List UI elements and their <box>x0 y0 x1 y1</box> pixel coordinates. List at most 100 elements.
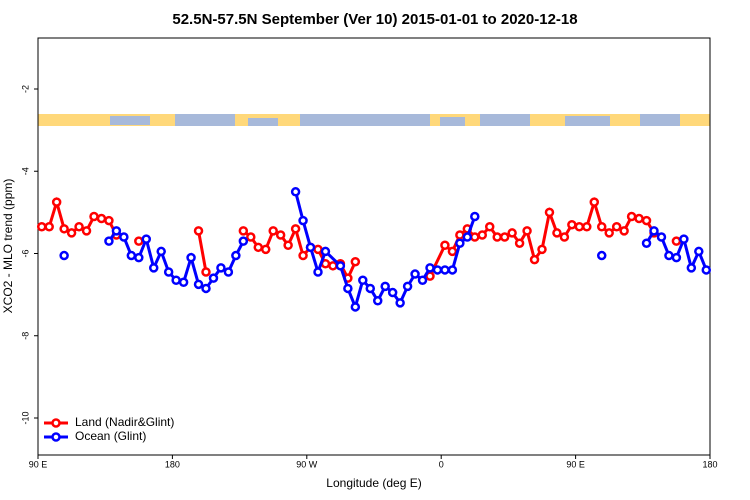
point <box>260 244 271 255</box>
point <box>596 250 607 261</box>
point <box>44 222 54 232</box>
point <box>380 281 390 292</box>
point <box>537 244 547 255</box>
point <box>178 277 189 288</box>
point <box>74 222 84 232</box>
y-tick-label: -6 <box>20 249 30 257</box>
point <box>596 222 607 232</box>
point <box>664 250 674 261</box>
point <box>417 275 428 285</box>
point <box>156 246 166 257</box>
point <box>253 242 264 253</box>
point <box>59 224 69 234</box>
point <box>201 283 211 294</box>
point <box>171 275 181 285</box>
point <box>335 261 346 271</box>
point <box>671 236 682 246</box>
point <box>484 222 495 232</box>
point <box>447 246 458 257</box>
point <box>559 232 570 242</box>
x-tick-label: 180 <box>165 459 180 469</box>
point <box>492 232 502 242</box>
point <box>148 263 159 273</box>
point <box>589 197 600 207</box>
y-axis-label: XCO2 - MLO trend (ppm) <box>1 179 15 314</box>
point <box>290 224 301 234</box>
point <box>544 207 555 218</box>
point <box>193 226 204 236</box>
point <box>634 213 644 224</box>
point <box>275 230 286 240</box>
point <box>470 232 480 242</box>
point <box>619 226 629 236</box>
point <box>96 213 107 224</box>
point <box>343 283 353 294</box>
point <box>298 250 308 261</box>
point <box>470 211 480 222</box>
point <box>59 250 69 261</box>
point <box>552 228 562 238</box>
point <box>51 197 62 207</box>
x-tick-label: 180 <box>702 459 717 469</box>
point <box>208 273 219 283</box>
point <box>514 238 525 248</box>
point <box>104 236 114 246</box>
point <box>141 234 152 244</box>
plot-frame <box>37 37 711 456</box>
land-ocean-strip <box>38 114 710 126</box>
point <box>574 222 585 232</box>
point <box>701 265 712 275</box>
point <box>134 252 144 263</box>
point <box>268 226 278 236</box>
point <box>119 232 129 242</box>
point <box>320 246 331 257</box>
point <box>365 283 376 294</box>
point <box>387 287 398 298</box>
point <box>679 234 689 244</box>
y-tick-label: -8 <box>20 332 30 340</box>
point <box>238 236 249 246</box>
y-tick-label: -4 <box>20 167 30 175</box>
point <box>372 296 383 306</box>
x-axis-label: Longitude (deg E) <box>326 476 421 490</box>
point <box>656 232 667 242</box>
point <box>163 267 174 277</box>
x-tick-label: 90 E <box>29 459 48 469</box>
point <box>111 226 122 236</box>
point <box>567 219 577 230</box>
point <box>126 250 137 261</box>
point <box>694 246 704 257</box>
point <box>447 265 458 275</box>
chart-title: 52.5N-57.5N September (Ver 10) 2015-01-0… <box>172 11 577 28</box>
point <box>626 211 637 222</box>
point <box>402 281 413 292</box>
point <box>440 240 450 251</box>
point <box>104 215 114 226</box>
point <box>604 228 614 238</box>
point <box>432 265 443 275</box>
x-tick-label: 90 E <box>566 459 585 469</box>
point <box>529 254 540 265</box>
legend-marker <box>51 432 61 442</box>
point <box>350 302 361 312</box>
legend-marker <box>51 418 61 428</box>
point <box>477 230 488 240</box>
point <box>36 222 47 232</box>
point <box>134 236 144 246</box>
x-tick-label: 90 W <box>296 459 318 469</box>
point <box>358 275 368 285</box>
point <box>328 261 338 271</box>
point <box>223 267 234 277</box>
x-tick-label: 0 <box>439 459 444 469</box>
point <box>81 226 92 236</box>
legend <box>39 412 181 446</box>
y-tick-label: -2 <box>20 85 30 93</box>
point <box>611 222 622 232</box>
point <box>238 226 249 236</box>
point <box>89 211 99 222</box>
point <box>522 226 532 236</box>
point <box>649 226 659 236</box>
point <box>641 238 652 248</box>
point <box>231 250 241 261</box>
point <box>298 215 308 226</box>
